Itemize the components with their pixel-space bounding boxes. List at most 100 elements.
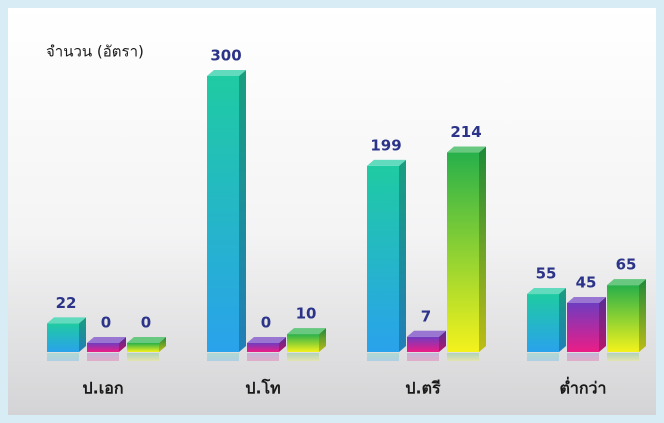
- x-tick-label: ป.เอก: [83, 379, 124, 398]
- bar-top: [207, 70, 246, 76]
- bar-top-light: [607, 279, 646, 286]
- value-label: 0: [261, 314, 271, 332]
- bar-side-shade: [319, 328, 326, 352]
- bar-side: [319, 328, 326, 352]
- bar-side: [559, 288, 566, 352]
- bar-top: [447, 146, 486, 153]
- bar-side-shade: [239, 70, 246, 352]
- bar-reflection: [127, 353, 159, 361]
- bar-top: [247, 337, 286, 343]
- bar-side: [439, 330, 446, 352]
- bar: [367, 159, 406, 361]
- bar: [447, 146, 486, 361]
- bar-side-shade: [559, 288, 566, 352]
- bar-top: [287, 328, 326, 335]
- bar-top-light: [87, 337, 126, 343]
- bar: [127, 337, 166, 361]
- bar-front: [567, 302, 599, 352]
- bar-top-light: [367, 159, 406, 166]
- bar-side-shade: [279, 337, 286, 352]
- bar-reflection: [87, 353, 119, 361]
- bar-front: [47, 323, 79, 352]
- value-label: 10: [296, 305, 317, 323]
- y-axis-label: จำนวน (อัตรา): [46, 43, 144, 61]
- bar-top-light: [47, 317, 86, 324]
- bar: [87, 337, 126, 361]
- bar: [607, 279, 646, 361]
- x-tick-label: ต่ำกว่า: [559, 377, 606, 398]
- bar-front: [127, 343, 159, 352]
- bar-top: [127, 337, 166, 343]
- bar-top-light: [207, 70, 246, 76]
- bar-top: [47, 317, 86, 324]
- value-label: 199: [370, 136, 401, 154]
- bar-top-light: [247, 337, 286, 343]
- x-tick-label: ป.โท: [245, 378, 280, 398]
- value-label: 22: [56, 294, 77, 312]
- bar-side: [279, 337, 286, 352]
- x-tick-label: ป.ตรี: [405, 379, 441, 398]
- value-label: 300: [210, 47, 241, 65]
- bar: [247, 337, 286, 361]
- bar-side: [639, 279, 646, 352]
- bar-top: [527, 288, 566, 295]
- bar-side: [399, 159, 406, 352]
- bar-reflection: [207, 353, 239, 361]
- bar-side: [159, 337, 166, 352]
- bar-reflection: [367, 353, 399, 361]
- value-label: 65: [616, 256, 637, 274]
- bar-side: [599, 296, 606, 352]
- bar-front: [287, 334, 319, 352]
- bar-top-light: [567, 296, 606, 303]
- bar-reflection: [607, 353, 639, 361]
- bar-top-light: [287, 328, 326, 335]
- bar-top: [567, 296, 606, 303]
- bar: [207, 70, 246, 361]
- bar: [567, 296, 606, 361]
- bar-top-light: [447, 146, 486, 153]
- bar: [407, 330, 446, 361]
- bar: [527, 288, 566, 361]
- bar-top-light: [407, 330, 446, 337]
- bar-top-light: [127, 337, 166, 343]
- bar-side: [239, 70, 246, 352]
- bar-top: [87, 337, 126, 343]
- bar-reflection: [247, 353, 279, 361]
- bar-front: [607, 285, 639, 352]
- bar-side-shade: [479, 146, 486, 352]
- bar-side-shade: [439, 330, 446, 352]
- bar: [287, 328, 326, 361]
- value-label: 7: [421, 307, 431, 325]
- bar-reflection: [407, 353, 439, 361]
- bar-side-shade: [639, 279, 646, 352]
- value-label: 55: [536, 265, 557, 283]
- value-label: 0: [141, 314, 151, 332]
- value-label: 45: [576, 273, 597, 291]
- bar-top: [367, 159, 406, 166]
- bar-front: [367, 165, 399, 352]
- bar-side: [479, 146, 486, 352]
- bar-top: [607, 279, 646, 286]
- bar-side-shade: [119, 337, 126, 352]
- bar-side-shade: [159, 337, 166, 352]
- bar-side-shade: [599, 296, 606, 352]
- bar: [47, 317, 86, 361]
- bar-side: [79, 317, 86, 352]
- bar-reflection: [567, 353, 599, 361]
- bar-front: [247, 343, 279, 352]
- bar-side-shade: [399, 159, 406, 352]
- bar-side-shade: [79, 317, 86, 352]
- bar-side: [119, 337, 126, 352]
- value-label: 0: [101, 314, 111, 332]
- bar-top: [407, 330, 446, 337]
- bar-front: [87, 343, 119, 352]
- bar-front: [407, 336, 439, 352]
- bar-front: [207, 76, 239, 352]
- bar-reflection: [287, 353, 319, 361]
- bar-front: [527, 294, 559, 352]
- bar-reflection: [47, 353, 79, 361]
- bar-front: [447, 152, 479, 352]
- bar-top-light: [527, 288, 566, 295]
